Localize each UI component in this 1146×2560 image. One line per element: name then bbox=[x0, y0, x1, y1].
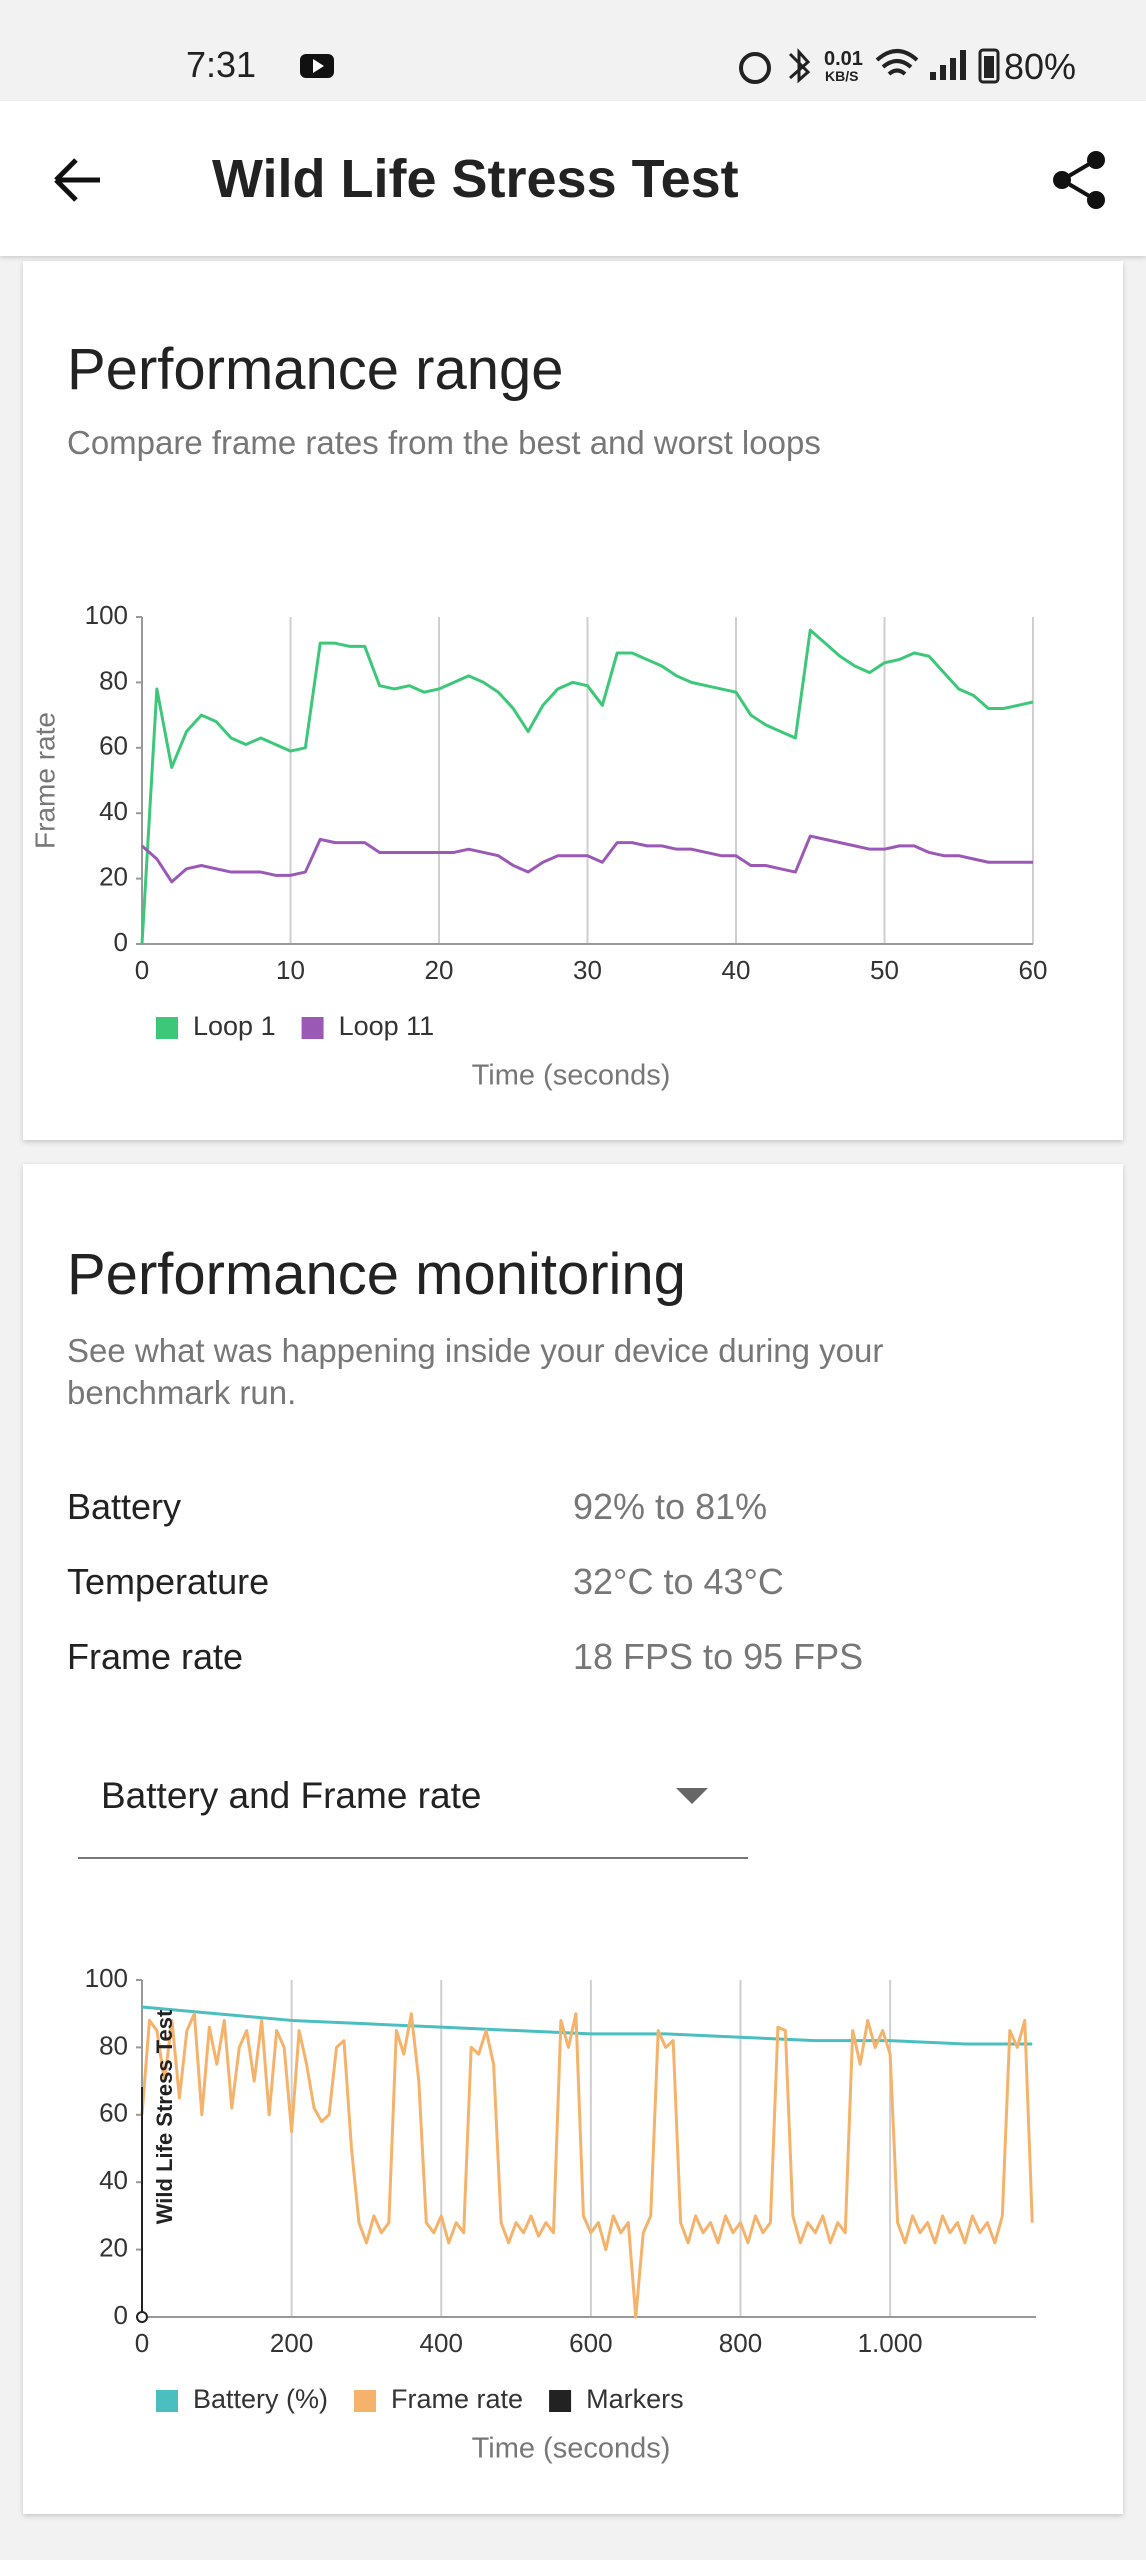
section-subtitle: See what was happening inside your devic… bbox=[67, 1332, 884, 1411]
stat-label: Frame rate bbox=[67, 1636, 244, 1677]
network-unit: KB/S bbox=[825, 68, 859, 84]
x-tick-label: 10 bbox=[276, 955, 305, 985]
y-tick-label: 100 bbox=[85, 1963, 128, 1993]
x-tick-label: 50 bbox=[870, 955, 899, 985]
range-card bbox=[23, 261, 1123, 1140]
x-tick-label: 40 bbox=[722, 955, 751, 985]
dropdown-text[interactable]: Battery and Frame rate bbox=[101, 1775, 482, 1816]
signal-bar bbox=[940, 65, 946, 80]
stat-label: Battery bbox=[67, 1486, 182, 1527]
legend-label: Loop 1 bbox=[193, 1011, 276, 1041]
series-line bbox=[140, 628, 1034, 945]
signal-bar bbox=[960, 50, 966, 80]
x-tick-label: 1.000 bbox=[858, 2328, 923, 2358]
legend-swatch bbox=[156, 1017, 178, 1039]
section-subtitle: Compare frame rates from the best and wo… bbox=[67, 424, 821, 461]
x-tick-label: 60 bbox=[1019, 955, 1048, 985]
legend-swatch bbox=[156, 2390, 178, 2412]
battery-icon bbox=[978, 48, 1000, 84]
status-icons bbox=[300, 48, 1000, 84]
speed-icon bbox=[739, 52, 771, 84]
y-tick-label: 40 bbox=[99, 2165, 128, 2195]
series-line bbox=[140, 2012, 1034, 2319]
y-tick-label: 80 bbox=[99, 665, 128, 695]
wifi-icon bbox=[875, 49, 919, 76]
x-tick-label: 0 bbox=[135, 2328, 149, 2358]
x-axis-title: Time (seconds) bbox=[472, 1060, 671, 1092]
signal-bar bbox=[950, 58, 956, 80]
stat-value: 92% to 81% bbox=[573, 1486, 768, 1527]
stat-label: Temperature bbox=[67, 1561, 270, 1602]
y-tick-label: 80 bbox=[99, 2030, 128, 2060]
y-tick-label: 60 bbox=[99, 731, 128, 761]
marker-dot bbox=[136, 2311, 148, 2323]
y-tick-label: 0 bbox=[114, 927, 128, 957]
status-bar bbox=[0, 0, 1146, 101]
signal-bar bbox=[930, 72, 936, 80]
stat-value: 32°C to 43°C bbox=[573, 1561, 784, 1602]
x-tick-label: 400 bbox=[420, 2328, 463, 2358]
dropdown-arrow[interactable] bbox=[672, 1784, 712, 1808]
y-tick-label: 100 bbox=[85, 600, 128, 630]
x-tick-label: 200 bbox=[270, 2328, 313, 2358]
section-title: Performance monitoring bbox=[67, 1242, 686, 1307]
share-button[interactable] bbox=[1048, 148, 1112, 212]
x-tick-label: 0 bbox=[135, 955, 149, 985]
youtube-play bbox=[313, 59, 324, 73]
y-tick-label: 40 bbox=[99, 796, 128, 826]
legend-label: Battery (%) bbox=[193, 2384, 328, 2414]
marker-label: Wild Life Stress Test bbox=[152, 2009, 177, 2224]
app-title: Wild Life Stress Test bbox=[212, 149, 739, 209]
y-tick-label: 20 bbox=[99, 861, 128, 891]
network-speed: 0.01 bbox=[824, 48, 863, 70]
y-tick-label: 60 bbox=[99, 2098, 128, 2128]
x-tick-label: 800 bbox=[719, 2328, 762, 2358]
dropdown-underline bbox=[78, 1857, 748, 1859]
y-tick-label: 20 bbox=[99, 2232, 128, 2262]
app-bar bbox=[0, 101, 1146, 256]
legend-label: Markers bbox=[586, 2384, 684, 2414]
battery-percent: 80% bbox=[1004, 46, 1077, 87]
x-tick-label: 600 bbox=[569, 2328, 612, 2358]
x-axis-title: Time (seconds) bbox=[472, 2433, 671, 2465]
series-line bbox=[141, 2005, 1033, 2046]
monitoring-card bbox=[23, 1164, 1123, 2514]
legend-swatch bbox=[301, 1017, 324, 1039]
x-tick-label: 20 bbox=[425, 955, 454, 985]
back-button[interactable] bbox=[48, 150, 108, 210]
series-line bbox=[141, 834, 1033, 884]
stat-value: 18 FPS to 95 FPS bbox=[573, 1636, 864, 1677]
y-tick-label: 0 bbox=[114, 2300, 128, 2330]
legend-swatch bbox=[354, 2390, 377, 2412]
bluetooth-icon bbox=[788, 48, 811, 84]
battery-fill bbox=[984, 56, 994, 78]
x-tick-label: 30 bbox=[573, 955, 602, 985]
legend-swatch bbox=[549, 2390, 572, 2412]
y-axis-title: Frame rate bbox=[29, 712, 60, 849]
legend-label: Frame rate bbox=[391, 2384, 523, 2414]
status-time: 7:31 bbox=[186, 44, 257, 85]
legend-label: Loop 11 bbox=[339, 1011, 435, 1041]
section-title: Performance range bbox=[67, 337, 564, 402]
